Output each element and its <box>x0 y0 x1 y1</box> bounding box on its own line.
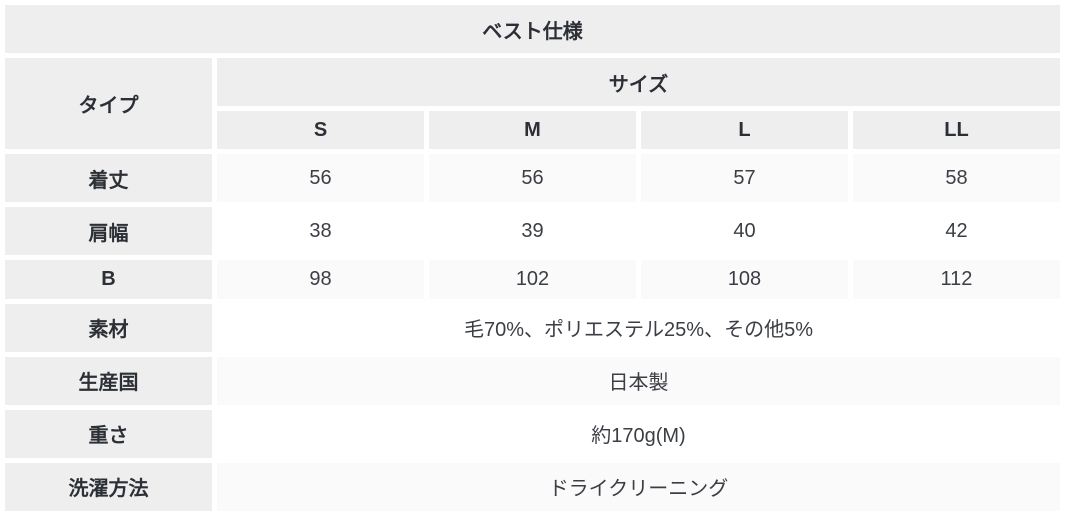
size-column-s: S <box>217 111 424 150</box>
cell-value: 112 <box>853 260 1060 299</box>
size-group-row: タイプ サイズ <box>5 58 1060 150</box>
cell-value: 39 <box>429 207 636 256</box>
row-label: 生産国 <box>5 356 212 405</box>
table-row-weight: 重さ 約170g(M) <box>5 409 1060 458</box>
table-row-shoulder: 肩幅 38 39 40 42 <box>5 207 1060 256</box>
cell-value: 57 <box>641 154 848 203</box>
row-label: 洗濯方法 <box>5 462 212 511</box>
cell-value: 98 <box>217 260 424 299</box>
type-column-header: タイプ <box>5 58 212 150</box>
table-row-length: 着丈 56 56 57 58 <box>5 154 1060 203</box>
cell-value: 102 <box>429 260 636 299</box>
cell-value: 42 <box>853 207 1060 256</box>
row-label: 着丈 <box>5 154 212 203</box>
table-row-washing: 洗濯方法 ドライクリーニング <box>5 462 1060 511</box>
cell-value: 58 <box>853 154 1060 203</box>
cell-value: 約170g(M) <box>217 409 1060 458</box>
size-column-m: M <box>429 111 636 150</box>
row-label: 肩幅 <box>5 207 212 256</box>
cell-value: 毛70%、ポリエステル25%、その他5% <box>217 303 1060 352</box>
row-label: 重さ <box>5 409 212 458</box>
cell-value: 日本製 <box>217 356 1060 405</box>
table-row-bust: B 98 102 108 112 <box>5 260 1060 299</box>
cell-value: ドライクリーニング <box>217 462 1060 511</box>
table-row-material: 素材 毛70%、ポリエステル25%、その他5% <box>5 303 1060 352</box>
table-row-country: 生産国 日本製 <box>5 356 1060 405</box>
cell-value: 56 <box>217 154 424 203</box>
cell-value: 40 <box>641 207 848 256</box>
cell-value: 108 <box>641 260 848 299</box>
cell-value: 56 <box>429 154 636 203</box>
table-title: ベスト仕様 <box>5 5 1060 54</box>
size-group-header: サイズ <box>217 58 1060 107</box>
row-label: 素材 <box>5 303 212 352</box>
size-column-l: L <box>641 111 848 150</box>
cell-value: 38 <box>217 207 424 256</box>
title-row: ベスト仕様 <box>5 5 1060 54</box>
size-column-ll: LL <box>853 111 1060 150</box>
size-columns-row: S M L LL <box>5 111 1060 150</box>
row-label: B <box>5 260 212 299</box>
